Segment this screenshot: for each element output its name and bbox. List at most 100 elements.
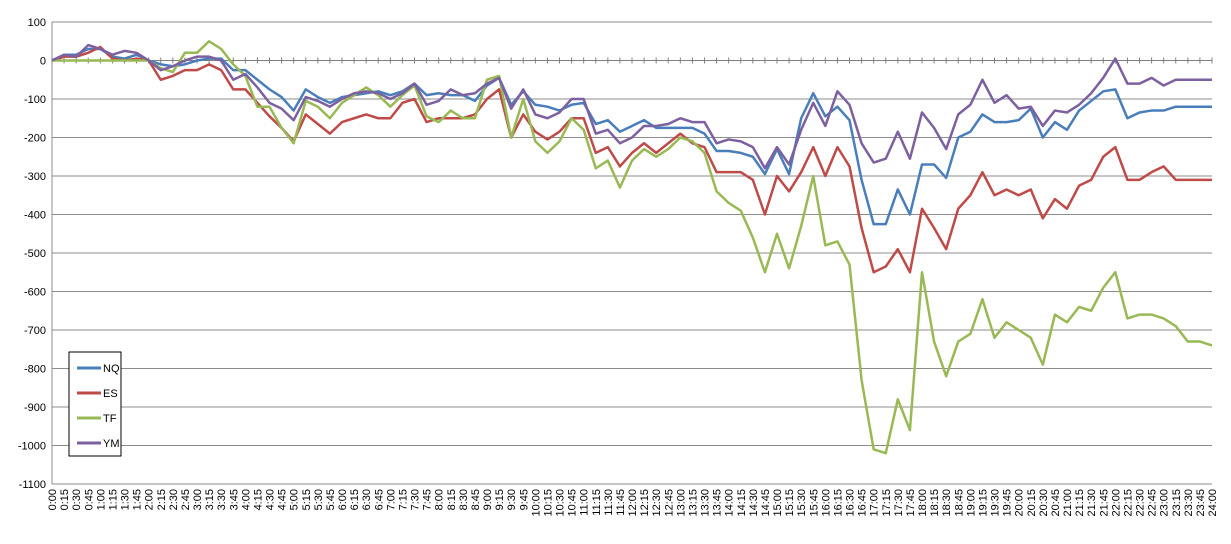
y-tick-label: -800: [24, 364, 46, 376]
x-tick-label: 11:00: [579, 489, 591, 516]
legend-label-ym: YM: [103, 438, 120, 450]
series-line-tf: [52, 40, 1213, 455]
x-tick-label: 20:45: [1050, 489, 1062, 517]
x-tick-label: 11:30: [603, 489, 615, 516]
x-tick-label: 20:15: [1026, 489, 1038, 517]
x-tick-label: 17:00: [869, 489, 881, 517]
x-tick-label: 2:30: [168, 489, 180, 510]
legend: NQ ES TF YM: [68, 351, 122, 457]
x-tick-label: 18:30: [941, 489, 953, 517]
x-tick-label: 8:30: [458, 489, 470, 510]
x-tick-label: 12:45: [663, 489, 675, 517]
x-tick-label: 0:45: [83, 489, 95, 510]
x-tick-label: 7:45: [422, 489, 434, 510]
x-tick-label: 11:45: [615, 489, 627, 516]
x-tick-label: 13:30: [700, 489, 712, 517]
x-tick-label: 22:15: [1122, 489, 1134, 517]
x-tick-label: 16:00: [820, 489, 832, 517]
grid-lines: [52, 21, 1212, 485]
y-tick-label: -1000: [18, 441, 46, 453]
x-tick-label: 18:00: [917, 489, 929, 517]
x-tick-label: 10:45: [567, 489, 579, 517]
x-tick-label: 0:30: [71, 489, 83, 510]
x-tick-label: 19:30: [990, 489, 1002, 517]
x-tick-label: 17:45: [905, 489, 917, 517]
x-tick-label: 11:15: [591, 489, 603, 516]
x-tick-label: 9:30: [506, 489, 518, 510]
x-tick-label: 8:00: [434, 489, 446, 510]
y-tick-label: -300: [24, 171, 46, 183]
x-tick-label: 6:45: [373, 489, 385, 510]
x-tick-label: 14:00: [724, 489, 736, 517]
x-tick-label: 8:45: [470, 489, 482, 510]
x-tick-label: 21:15: [1074, 489, 1086, 517]
x-tick-label: 2:00: [144, 489, 156, 510]
x-tick-label: 19:00: [965, 489, 977, 517]
x-tick-label: 6:15: [349, 489, 361, 510]
x-tick-label: 6:30: [361, 489, 373, 510]
x-tick-label: 22:45: [1147, 489, 1159, 517]
y-tick-label: -100: [24, 94, 46, 106]
x-tick-label: 17:30: [893, 489, 905, 517]
x-tick-label: 23:15: [1171, 489, 1183, 517]
y-tick-label: -700: [24, 325, 46, 337]
x-tick-label: 10:00: [530, 489, 542, 517]
x-tick-label: 14:15: [736, 489, 748, 517]
x-tick-label: 5:15: [301, 489, 313, 510]
x-tick-label: 3:45: [228, 489, 240, 510]
x-tick-label: 3:00: [192, 489, 204, 510]
x-tick-label: 8:15: [446, 489, 458, 510]
x-tick-label: 22:30: [1135, 489, 1147, 517]
x-tick-label: 5:00: [289, 489, 301, 510]
x-tick-label: 12:00: [627, 489, 639, 517]
x-tick-label: 13:45: [712, 489, 724, 517]
legend-label-es: ES: [103, 388, 118, 400]
x-tick-label: 24:00: [1207, 489, 1219, 517]
x-tick-label: 23:00: [1159, 489, 1171, 517]
x-tick-label: 15:15: [784, 489, 796, 517]
series-line-ym: [51, 43, 1212, 170]
x-tick-label: 13:15: [687, 489, 699, 517]
legend-label-tf: TF: [103, 413, 117, 425]
x-tick-label: 15:00: [772, 489, 784, 517]
y-tick-label: -400: [24, 210, 46, 222]
x-tick-label: 23:45: [1195, 489, 1207, 517]
x-tick-label: 20:00: [1014, 489, 1026, 517]
x-tick-label: 7:30: [410, 489, 422, 510]
x-tick-label: 6:00: [337, 489, 349, 510]
x-tick-label: 23:30: [1183, 489, 1195, 517]
series-line-es: [51, 45, 1212, 274]
x-tick-label: 4:15: [252, 489, 264, 510]
x-tick-label: 19:15: [977, 489, 989, 517]
x-tick-label: 7:15: [397, 489, 409, 510]
x-tick-label: 18:15: [929, 489, 941, 517]
x-tick-label: 0:15: [59, 489, 71, 510]
x-tick-label: 5:30: [313, 489, 325, 510]
x-tick-label: 12:30: [651, 489, 663, 517]
x-tick-label: 9:45: [518, 489, 530, 510]
y-tick-label: 100: [28, 17, 46, 29]
x-tick-label: 0:00: [47, 489, 59, 510]
x-tick-label: 21:45: [1098, 489, 1110, 517]
x-tick-label: 21:30: [1086, 489, 1098, 517]
x-tick-label: 4:45: [277, 489, 289, 510]
x-tick-label: 20:30: [1038, 489, 1050, 517]
y-tick-labels: 100 0 -100 -200 -300 -400 -500 -600 -700 -800 -900…: [18, 17, 46, 491]
y-tick-label: -600: [24, 287, 46, 299]
x-tick-label: 9:00: [482, 489, 494, 510]
x-tick-label: 3:15: [204, 489, 216, 510]
y-tick-label: -500: [24, 248, 46, 260]
x-tick-label: 9:15: [494, 489, 506, 510]
x-tick-label: 4:00: [240, 489, 252, 510]
x-tick-label: 22:00: [1110, 489, 1122, 517]
y-tick-label: -200: [24, 133, 46, 145]
x-tick-label: 3:30: [216, 489, 228, 510]
x-tick-label: 14:30: [748, 489, 760, 517]
x-tick-label: 7:00: [385, 489, 397, 510]
x-tick-label: 1:45: [132, 489, 144, 510]
x-tick-label: 5:45: [325, 489, 337, 510]
x-tick-label: 15:45: [808, 489, 820, 517]
x-tick-label: 15:30: [796, 489, 808, 517]
x-tick-labels: 0:00 0:15 0:30 0:45 1:00 1:15 1:30 1:45 2:00 2:15…: [47, 489, 1219, 517]
x-tick-label: 1:15: [107, 489, 119, 510]
